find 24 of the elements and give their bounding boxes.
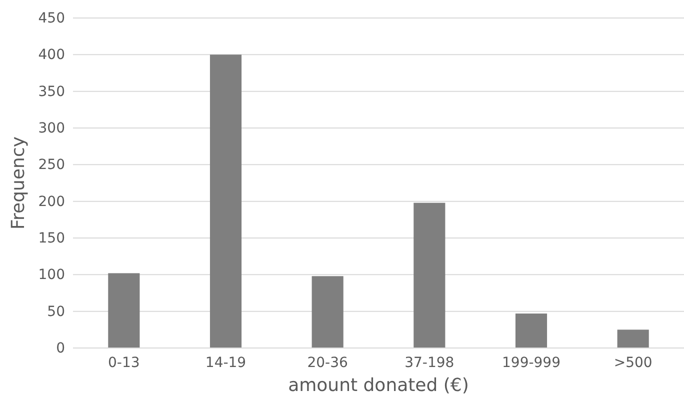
y-tick-label: 50 bbox=[47, 304, 65, 320]
x-tick-label: 37-198 bbox=[404, 354, 454, 371]
y-tick-label: 0 bbox=[56, 340, 65, 356]
bar bbox=[108, 273, 140, 348]
bar bbox=[210, 54, 242, 348]
y-axis-title: Frequency bbox=[8, 136, 29, 230]
y-tick-label: 300 bbox=[38, 120, 65, 136]
bar bbox=[617, 330, 649, 348]
y-tick-label: 400 bbox=[38, 47, 65, 64]
y-tick-label: 150 bbox=[38, 230, 65, 246]
bar bbox=[414, 202, 446, 348]
y-tick-label: 100 bbox=[38, 267, 65, 284]
x-tick-label: 0-13 bbox=[108, 354, 140, 371]
y-tick-label: 250 bbox=[38, 157, 65, 174]
x-tick-label: 14-19 bbox=[205, 354, 246, 371]
y-tick-label: 200 bbox=[38, 194, 65, 210]
y-tick-label: 450 bbox=[38, 10, 65, 26]
x-tick-label: 20-36 bbox=[307, 354, 348, 371]
x-axis-title: amount donated (€) bbox=[288, 375, 469, 396]
bar bbox=[312, 276, 344, 348]
x-tick-label: 199-999 bbox=[502, 354, 560, 371]
x-tick-label: >500 bbox=[614, 354, 652, 371]
y-tick-label: 350 bbox=[38, 84, 65, 100]
bar bbox=[515, 314, 548, 348]
